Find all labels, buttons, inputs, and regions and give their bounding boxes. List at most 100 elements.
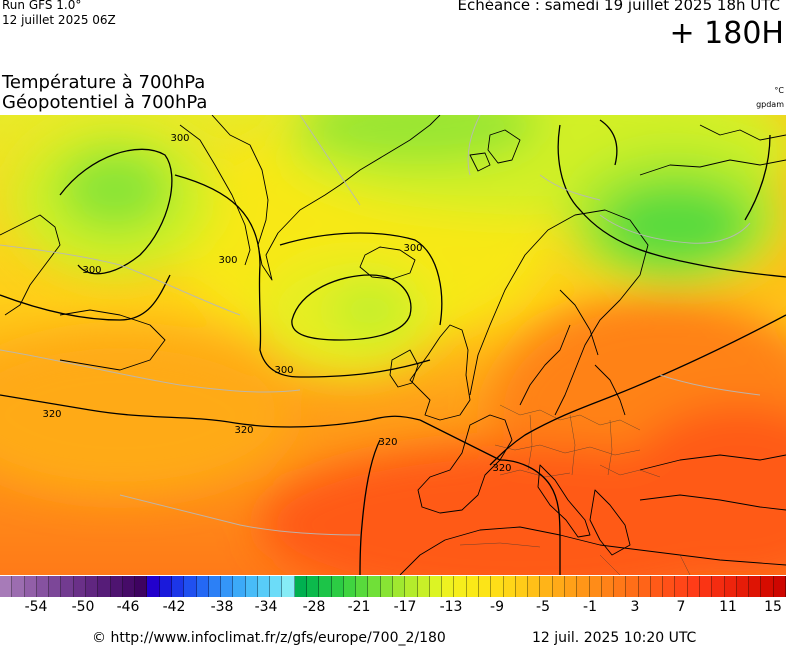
contour-label: 320	[234, 425, 253, 436]
country-borders	[459, 404, 691, 575]
color-scale-swatch	[724, 576, 737, 597]
temperature-color-scale	[0, 576, 786, 597]
color-scale-tick-label: -1	[583, 599, 597, 615]
color-scale-swatch	[687, 576, 701, 597]
color-scale-tick-label: -46	[116, 599, 140, 615]
color-scale-swatch	[380, 576, 393, 597]
generated-timestamp: 12 juil. 2025 10:20 UTC	[532, 630, 697, 646]
color-scale-swatch	[626, 576, 639, 597]
color-scale-swatch	[196, 576, 209, 597]
color-scale-tick-label: -54	[24, 599, 48, 615]
color-scale-swatch	[159, 576, 172, 597]
color-scale-swatch	[0, 576, 13, 597]
color-scale-swatch	[135, 576, 148, 597]
contour-label: 320	[378, 437, 397, 448]
contour-label: 320	[492, 463, 511, 474]
color-scale-tick-label: -28	[302, 599, 326, 615]
color-scale-swatch	[650, 576, 664, 597]
color-scale-swatch	[700, 576, 713, 597]
color-scale-swatch	[454, 576, 467, 597]
color-scale-swatch	[171, 576, 185, 597]
color-scale-swatch	[601, 576, 615, 597]
color-scale-swatch	[749, 576, 762, 597]
color-scale-swatch	[773, 576, 786, 597]
color-scale-swatch	[638, 576, 651, 597]
weather-map-canvas: 300 300 300 300 300 320 320 320 320	[0, 115, 786, 575]
color-scale-swatch	[368, 576, 381, 597]
color-scale-swatch	[73, 576, 86, 597]
color-scale-swatch	[307, 576, 320, 597]
color-scale-tick-label: -5	[536, 599, 550, 615]
color-scale-swatch	[491, 576, 504, 597]
color-scale-tick-label: 11	[719, 599, 737, 615]
coastlines	[0, 115, 786, 575]
color-scale-swatch	[36, 576, 50, 597]
temperature-isotherms	[0, 115, 761, 536]
color-scale-swatch	[528, 576, 541, 597]
color-scale-swatch	[761, 576, 774, 597]
contour-label: 300	[274, 365, 293, 376]
color-scale-swatch	[270, 576, 283, 597]
lead-time-label: + 180H	[669, 16, 785, 51]
color-scale-swatch	[356, 576, 369, 597]
contour-label: 300	[218, 255, 237, 266]
color-scale-swatch	[245, 576, 258, 597]
contour-label: 300	[82, 265, 101, 276]
run-model-label: Run GFS 1.0°	[2, 0, 82, 12]
geopotential-contours	[0, 119, 786, 575]
color-scale-swatch	[12, 576, 25, 597]
geopotential-unit-label: gpdam	[756, 100, 784, 109]
color-scale-swatch	[515, 576, 529, 597]
temperature-unit-label: °C	[774, 86, 784, 95]
temperature-field	[0, 115, 786, 575]
color-scale-swatch	[184, 576, 197, 597]
color-scale-tick-labels: -54 -50 -46 -42 -38 -34 -28 -21 -17 -13 -9 -5 -1 3 7 11…	[0, 599, 786, 619]
color-scale-swatch	[614, 576, 627, 597]
color-scale-swatch	[294, 576, 308, 597]
map-title-geopotential: Géopotentiel à 700hPa	[2, 92, 208, 113]
color-scale-swatch	[221, 576, 234, 597]
contour-label: 320	[42, 409, 61, 420]
color-scale-tick-label: 15	[764, 599, 782, 615]
color-scale-swatch	[540, 576, 553, 597]
color-scale-swatch	[49, 576, 62, 597]
color-scale-tick-label: -34	[254, 599, 278, 615]
color-scale-swatch	[503, 576, 516, 597]
color-scale-tick-label: -21	[347, 599, 371, 615]
color-scale-swatch	[675, 576, 688, 597]
color-scale-swatch	[319, 576, 332, 597]
color-scale-swatch	[478, 576, 492, 597]
color-scale-swatch	[736, 576, 750, 597]
contour-label: 300	[403, 243, 422, 254]
color-scale-tick-label: 7	[676, 599, 686, 615]
color-scale-swatch	[257, 576, 271, 597]
color-scale-swatch	[122, 576, 136, 597]
color-scale-swatch	[85, 576, 99, 597]
color-scale-swatch	[405, 576, 418, 597]
color-scale-tick-label: -42	[162, 599, 186, 615]
color-scale-swatch	[147, 576, 160, 597]
color-scale-swatch	[577, 576, 590, 597]
color-scale-swatch	[417, 576, 430, 597]
color-scale-swatch	[552, 576, 565, 597]
valid-time-label: Echéance : samedi 19 juillet 2025 18h UT…	[457, 0, 780, 14]
weather-map: 300 300 300 300 300 320 320 320 320	[0, 115, 786, 575]
color-scale-tick-label: -50	[71, 599, 95, 615]
color-scale-swatch	[589, 576, 602, 597]
color-scale-swatch	[442, 576, 455, 597]
color-scale-tick-label: -38	[210, 599, 234, 615]
color-scale-tick-label: 3	[630, 599, 640, 615]
color-scale-swatch	[24, 576, 37, 597]
color-scale-swatch	[98, 576, 111, 597]
color-scale-swatch	[564, 576, 578, 597]
color-scale-swatch	[282, 576, 295, 597]
run-date-label: 12 juillet 2025 06Z	[2, 13, 116, 27]
color-scale-swatch	[466, 576, 479, 597]
color-scale-swatch	[61, 576, 74, 597]
color-scale-swatch	[233, 576, 246, 597]
color-scale-swatch	[429, 576, 443, 597]
color-scale-swatch	[712, 576, 725, 597]
color-scale-tick-label: -17	[393, 599, 417, 615]
contour-label: 300	[170, 133, 189, 144]
color-scale-swatch	[393, 576, 406, 597]
